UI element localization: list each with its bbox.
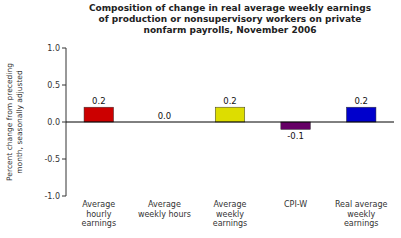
bar — [346, 107, 376, 122]
text-line: month, seasonally adjusted — [15, 70, 24, 174]
y-tick-label: 0.0 — [47, 118, 60, 127]
chart: Composition of change in real average we… — [0, 0, 401, 238]
y-tick-label: -0.5 — [44, 155, 60, 164]
data-label: 0.0 — [158, 111, 172, 121]
text-line: weekly hours — [138, 210, 191, 219]
x-tick-label: Averagehourlyearnings — [82, 200, 117, 228]
y-axis-label: Percent change from precedingmonth, seas… — [5, 63, 24, 181]
bar — [215, 107, 245, 122]
x-tick-label: Averageweekly hours — [138, 200, 191, 219]
y-tick-label: 0.5 — [47, 81, 60, 90]
bar — [281, 122, 311, 129]
y-tick — [62, 85, 66, 86]
text-line: weekly — [347, 210, 375, 219]
text-line: Average — [214, 200, 247, 209]
text-line: earnings — [213, 219, 248, 228]
data-label: -0.1 — [287, 131, 304, 141]
text-line: Real average — [335, 200, 388, 209]
y-tick — [62, 159, 66, 160]
bars — [84, 107, 376, 129]
y-tick — [62, 48, 66, 49]
text-line: of production or nonsupervisory workers … — [99, 14, 362, 24]
x-tick-label: CPI-W — [284, 200, 307, 209]
y-tick-label: -1.0 — [44, 192, 60, 201]
y-tick-label: 1.0 — [47, 44, 60, 53]
y-tick — [62, 196, 66, 197]
text-line: hourly — [86, 210, 112, 219]
text-line: Composition of change in real average we… — [89, 3, 371, 13]
x-tick-label: Real averageweeklyearnings — [335, 200, 388, 228]
text-line: nonfarm payrolls, November 2006 — [144, 25, 317, 35]
text-line: Average — [148, 200, 181, 209]
bar — [84, 107, 114, 122]
text-line: Percent change from preceding — [5, 63, 14, 181]
text-line: weekly — [216, 210, 244, 219]
text-line: earnings — [344, 219, 379, 228]
data-label: 0.2 — [354, 96, 368, 106]
text-line: Average — [82, 200, 115, 209]
x-tick-label: Averageweeklyearnings — [213, 200, 248, 228]
zero-line — [66, 122, 394, 123]
data-label: 0.2 — [92, 96, 106, 106]
title: Composition of change in real average we… — [89, 3, 371, 35]
data-label: 0.2 — [223, 96, 237, 106]
y-tick — [62, 122, 66, 123]
background — [0, 0, 401, 238]
text-line: CPI-W — [284, 200, 307, 209]
text-line: earnings — [82, 219, 117, 228]
